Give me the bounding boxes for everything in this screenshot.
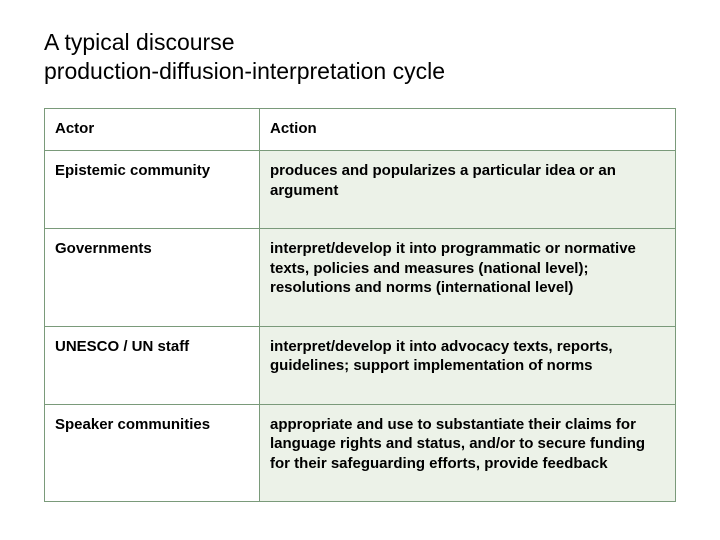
table-header-row: Actor Action [45, 108, 676, 151]
cell-action: interpret/develop it into programmatic o… [260, 229, 676, 327]
cell-action: interpret/develop it into advocacy texts… [260, 326, 676, 404]
col-header-action: Action [260, 108, 676, 151]
cell-actor: Speaker communities [45, 404, 260, 502]
col-header-actor: Actor [45, 108, 260, 151]
cell-actor: Epistemic community [45, 151, 260, 229]
table-row: UNESCO / UN staff interpret/develop it i… [45, 326, 676, 404]
cell-actor: UNESCO / UN staff [45, 326, 260, 404]
table-row: Epistemic community produces and popular… [45, 151, 676, 229]
cell-action: produces and popularizes a particular id… [260, 151, 676, 229]
page-title: A typical discourse production-diffusion… [44, 28, 676, 86]
cell-actor: Governments [45, 229, 260, 327]
table-row: Speaker communities appropriate and use … [45, 404, 676, 502]
table-row: Governments interpret/develop it into pr… [45, 229, 676, 327]
title-line-1: A typical discourse [44, 29, 234, 55]
title-line-2: production-diffusion-interpretation cycl… [44, 58, 445, 84]
cell-action: appropriate and use to substantiate thei… [260, 404, 676, 502]
discourse-cycle-table: Actor Action Epistemic community produce… [44, 108, 676, 503]
